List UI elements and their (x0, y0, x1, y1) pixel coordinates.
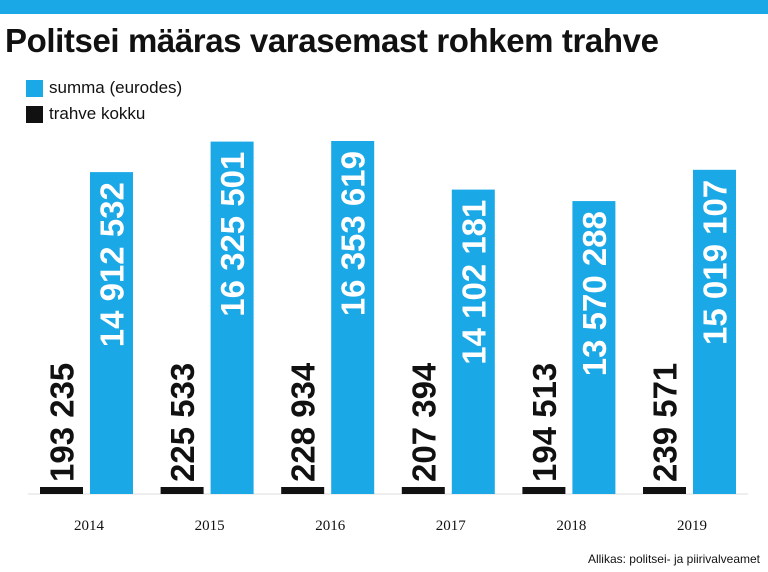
legend-item-count: trahve kokku (26, 102, 182, 126)
x-tick-label-2018: 2018 (556, 518, 586, 534)
data-label-count-2016: 228 934 (285, 362, 322, 482)
chart-title: Politsei määras varasemast rohkem trahve (5, 22, 659, 59)
x-tick-label-2015: 2015 (195, 518, 225, 534)
legend-swatch-amount (26, 79, 43, 97)
data-label-count-2015: 225 533 (164, 363, 201, 482)
bar-amount-2019 (693, 169, 736, 494)
bar-count-2014 (40, 487, 83, 494)
legend-swatch-count (26, 105, 43, 123)
bar-amount-2014 (90, 172, 133, 494)
data-label-count-2014: 193 235 (44, 363, 81, 482)
bar-amount-2016 (331, 141, 375, 494)
bar-amount-2017 (451, 189, 495, 494)
data-label-amount-2015: 16 325 501 (214, 152, 251, 317)
data-label-amount-2019: 15 019 107 (697, 180, 734, 345)
bar-amount-2018 (572, 201, 616, 494)
bar-count-2016 (281, 487, 325, 494)
data-label-count-2019: 239 571 (647, 363, 684, 482)
data-label-amount-2017: 14 102 181 (455, 200, 492, 365)
bar-count-2017 (401, 487, 445, 494)
data-label-amount-2016: 16 353 619 (335, 151, 372, 316)
top-accent-bar (0, 0, 768, 14)
data-label-count-2017: 207 394 (405, 362, 442, 482)
x-tick-label-2016: 2016 (315, 518, 346, 534)
data-label-count-2018: 194 513 (526, 363, 563, 482)
source-note: Allikas: politsei- ja piirivalveamet (587, 552, 760, 566)
bar-amount-2015 (210, 141, 254, 494)
legend-label-amount: summa (eurodes) (49, 78, 183, 97)
x-tick-label-2019: 2019 (677, 518, 707, 534)
legend: summa (eurodes) trahve kokku (26, 76, 182, 128)
legend-item-amount: summa (eurodes) (26, 76, 182, 100)
legend-label-count: trahve kokku (49, 104, 146, 123)
data-label-amount-2018: 13 570 288 (576, 211, 613, 376)
data-label-amount-2014: 14 912 532 (94, 182, 131, 347)
x-tick-label-2014: 2014 (74, 518, 105, 534)
bar-count-2015 (160, 487, 204, 494)
bar-count-2018 (522, 487, 566, 494)
bar-count-2019 (643, 487, 686, 494)
x-tick-label-2017: 2017 (436, 518, 467, 534)
